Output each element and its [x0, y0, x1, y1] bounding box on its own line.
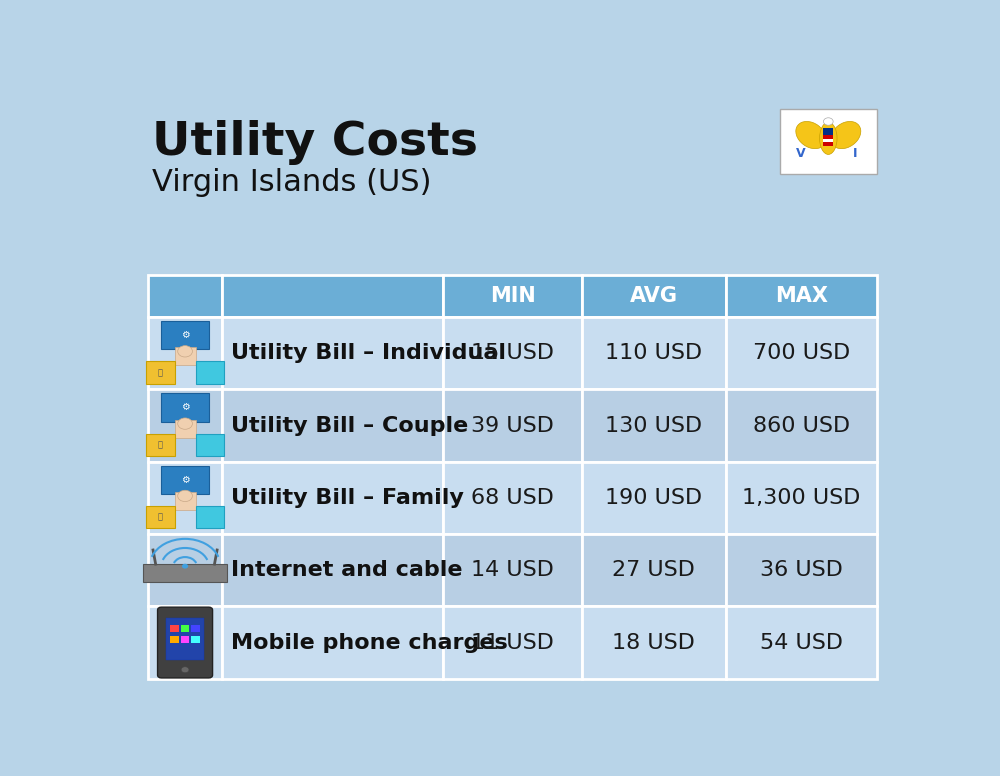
Bar	[726, 317, 877, 390]
Text: 130 USD: 130 USD	[605, 416, 702, 435]
Text: Utility Bill – Couple: Utility Bill – Couple	[231, 416, 468, 435]
Bar	[191, 636, 200, 643]
Bar	[181, 636, 189, 643]
Text: AVG: AVG	[630, 286, 678, 307]
Circle shape	[178, 345, 192, 357]
Circle shape	[178, 418, 192, 429]
Text: MIN: MIN	[490, 286, 535, 307]
Bar	[443, 317, 582, 390]
Bar	[166, 618, 204, 660]
Bar	[222, 606, 443, 679]
Bar	[823, 143, 833, 146]
Text: Internet and cable: Internet and cable	[231, 560, 463, 580]
Bar	[726, 390, 877, 462]
Text: V: V	[796, 147, 806, 160]
Bar	[148, 275, 222, 317]
Text: 190 USD: 190 USD	[605, 488, 702, 508]
Bar	[582, 606, 726, 679]
Text: 110 USD: 110 USD	[605, 343, 702, 363]
Bar	[148, 534, 222, 606]
Bar	[143, 564, 227, 582]
Bar	[175, 348, 196, 365]
Bar	[161, 393, 209, 421]
Bar	[443, 462, 582, 534]
Bar	[222, 317, 443, 390]
Bar	[823, 139, 833, 143]
Text: 15 USD: 15 USD	[471, 343, 554, 363]
Text: 🔌: 🔌	[158, 440, 163, 449]
Bar	[726, 462, 877, 534]
Bar	[582, 534, 726, 606]
Bar	[148, 317, 222, 390]
Text: 🔌: 🔌	[158, 368, 163, 377]
Bar	[181, 625, 189, 632]
Bar	[196, 434, 224, 456]
Ellipse shape	[820, 122, 837, 154]
Text: I: I	[853, 147, 858, 160]
Bar	[148, 390, 222, 462]
Bar	[582, 317, 726, 390]
Bar	[726, 606, 877, 679]
Bar	[582, 462, 726, 534]
Text: Utility Bill – Family: Utility Bill – Family	[231, 488, 464, 508]
Bar	[222, 275, 443, 317]
Bar	[582, 275, 726, 317]
Bar	[175, 420, 196, 438]
Bar	[582, 390, 726, 462]
Text: MAX: MAX	[775, 286, 828, 307]
Text: 18 USD: 18 USD	[612, 632, 695, 653]
Text: ⚙: ⚙	[181, 475, 189, 485]
Text: ⚙: ⚙	[181, 330, 189, 340]
Text: Utility Costs: Utility Costs	[152, 120, 478, 165]
Circle shape	[178, 490, 192, 501]
Text: 14 USD: 14 USD	[471, 560, 554, 580]
Bar	[175, 492, 196, 510]
Ellipse shape	[831, 122, 861, 149]
Bar	[823, 128, 833, 135]
Bar	[161, 466, 209, 494]
Bar	[823, 135, 833, 139]
Bar	[191, 625, 200, 632]
Bar	[443, 534, 582, 606]
Text: ⚙: ⚙	[181, 403, 189, 412]
Text: 54 USD: 54 USD	[760, 632, 843, 653]
Text: 11 USD: 11 USD	[471, 632, 554, 653]
Bar	[443, 390, 582, 462]
Circle shape	[181, 667, 189, 673]
Bar	[443, 275, 582, 317]
Bar	[148, 462, 222, 534]
Text: 700 USD: 700 USD	[753, 343, 850, 363]
Bar	[222, 462, 443, 534]
Text: 68 USD: 68 USD	[471, 488, 554, 508]
Bar	[170, 625, 179, 632]
Circle shape	[182, 563, 188, 569]
Ellipse shape	[796, 122, 826, 149]
Bar	[196, 362, 224, 383]
Bar	[148, 606, 222, 679]
Text: 1,300 USD: 1,300 USD	[742, 488, 860, 508]
Bar	[726, 275, 877, 317]
Text: 🔌: 🔌	[158, 513, 163, 521]
Bar	[146, 362, 175, 383]
Bar	[222, 390, 443, 462]
Text: Virgin Islands (US): Virgin Islands (US)	[152, 168, 432, 197]
Text: 27 USD: 27 USD	[612, 560, 695, 580]
Bar	[196, 506, 224, 528]
Bar	[170, 636, 179, 643]
Circle shape	[823, 118, 833, 125]
Bar	[161, 321, 209, 349]
Bar	[726, 534, 877, 606]
Bar	[222, 534, 443, 606]
Bar	[443, 606, 582, 679]
Text: 860 USD: 860 USD	[753, 416, 850, 435]
FancyBboxPatch shape	[780, 109, 877, 174]
Text: Mobile phone charges: Mobile phone charges	[231, 632, 508, 653]
Text: Utility Bill – Individual: Utility Bill – Individual	[231, 343, 506, 363]
Bar	[146, 434, 175, 456]
Text: 39 USD: 39 USD	[471, 416, 554, 435]
Bar	[146, 506, 175, 528]
FancyBboxPatch shape	[158, 607, 213, 678]
Text: 36 USD: 36 USD	[760, 560, 843, 580]
